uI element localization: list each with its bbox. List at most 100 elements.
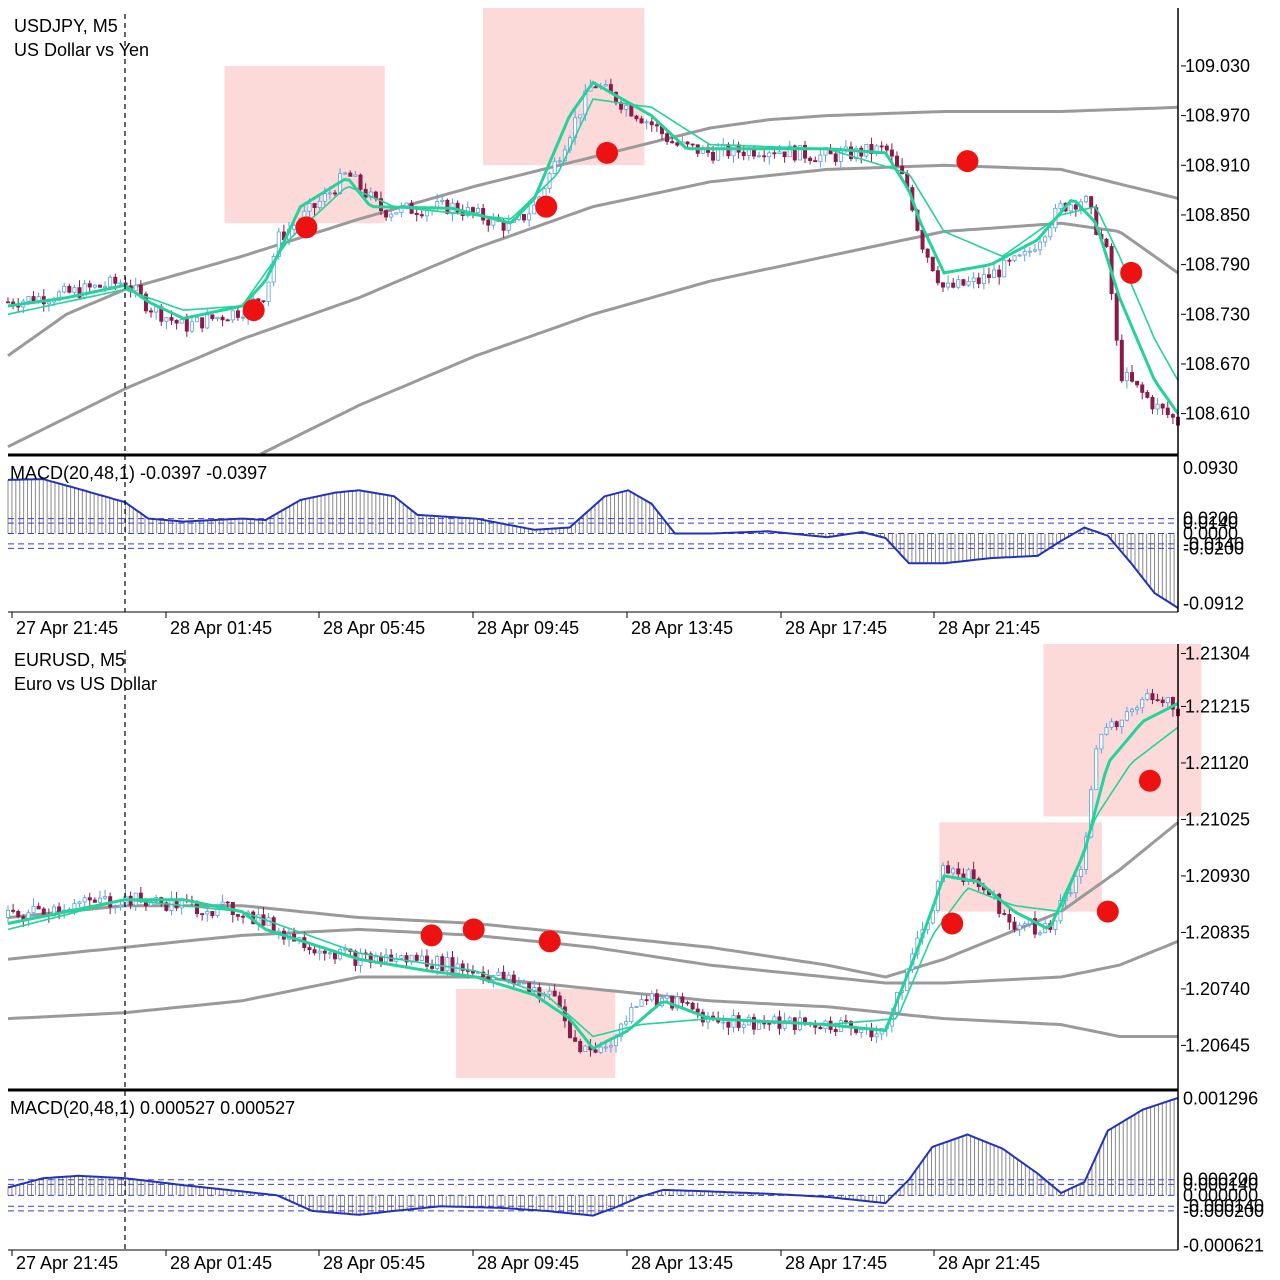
usdjpy-candle-body xyxy=(235,310,240,318)
eurusd-signal-marker xyxy=(941,912,964,935)
eurusd-candle-body xyxy=(1160,699,1165,703)
usdjpy-candle-body xyxy=(777,151,782,155)
usdjpy-candle-body xyxy=(935,270,940,284)
eurusd-candle-body xyxy=(414,954,419,961)
eurusd-time-tick-label: 28 Apr 17:45 xyxy=(785,1253,887,1273)
usdjpy-highlight-zones xyxy=(224,8,645,224)
eurusd-candle-body xyxy=(639,999,644,1007)
usdjpy-price-tick-label: 108.850 xyxy=(1185,205,1250,225)
usdjpy-candle-body xyxy=(67,285,72,293)
usdjpy-candle-body xyxy=(981,274,986,284)
eurusd-candle-body xyxy=(1109,721,1114,728)
eurusd-candle-body xyxy=(1114,721,1119,728)
eurusd-macd-level-tick: 0.000200 xyxy=(1183,1170,1258,1190)
usdjpy-candle-body xyxy=(797,144,802,161)
usdjpy-candle-body xyxy=(1058,202,1063,209)
usdjpy-candle-body xyxy=(164,317,169,322)
usdjpy-signal-marker xyxy=(295,216,318,239)
eurusd-candle-body xyxy=(1145,693,1150,700)
eurusd-candle-body xyxy=(818,1026,823,1030)
usdjpy-macd-panel[interactable]: 0.0930 -0.0912 0.02000.01400.0000-0.0140-0… xyxy=(7,458,1244,613)
usdjpy-candle-body xyxy=(593,86,598,89)
usdjpy-candle-body xyxy=(72,287,77,293)
eurusd-candle-body xyxy=(726,1021,731,1028)
usdjpy-candle-body xyxy=(378,198,383,211)
usdjpy-candle-body xyxy=(629,105,634,117)
eurusd-ema-slow-line xyxy=(7,726,1179,1038)
eurusd-candle-body xyxy=(450,957,455,974)
usdjpy-macd-top-tick: 0.0930 xyxy=(1183,458,1238,478)
usdjpy-candle-body xyxy=(1038,241,1043,251)
usdjpy-candle-body xyxy=(103,286,108,289)
eurusd-candle-body xyxy=(118,904,123,908)
usdjpy-candle-body xyxy=(956,279,961,288)
usdjpy-candle-body xyxy=(726,144,731,157)
usdjpy-candle-body xyxy=(179,319,184,324)
usdjpy-candle-body xyxy=(833,153,838,162)
eurusd-price-tick-label: 1.21120 xyxy=(1185,753,1249,773)
usdjpy-candle-body xyxy=(889,149,894,157)
usdjpy-time-tick-label: 27 Apr 21:45 xyxy=(16,618,118,638)
eurusd-candle-body xyxy=(721,1021,726,1024)
usdjpy-candle-body xyxy=(527,213,532,221)
eurusd-symbol-title: EURUSD, M5 xyxy=(14,650,125,670)
usdjpy-candle-body xyxy=(930,256,935,272)
usdjpy-candle-body xyxy=(317,200,322,208)
eurusd-price-tick-label: 1.20740 xyxy=(1185,979,1250,999)
eurusd-candle-body xyxy=(1094,748,1099,791)
usdjpy-candle-body xyxy=(1140,384,1145,393)
eurusd-candle-body xyxy=(92,899,97,903)
eurusd-macd-panel[interactable]: 0.001296 -0.000621 0.0002000.0001400.00000… xyxy=(7,1088,1264,1256)
usdjpy-signal-markers xyxy=(242,141,1143,322)
eurusd-price-tick-label: 1.20645 xyxy=(1185,1035,1250,1055)
eurusd-price-tick-label: 1.21304 xyxy=(1185,644,1250,664)
eurusd-candle-body xyxy=(312,949,317,954)
usdjpy-candle-body xyxy=(348,172,353,177)
eurusd-macd-level-tick: 0.000140 xyxy=(1183,1174,1258,1194)
eurusd-ema-fast-line xyxy=(7,702,1179,1051)
usdjpy-candle-body xyxy=(879,145,884,148)
eurusd-candle-body xyxy=(568,1020,573,1039)
usdjpy-macd-line xyxy=(7,478,1179,609)
usdjpy-candle-body xyxy=(716,148,721,161)
eurusd-candle-body xyxy=(951,868,956,874)
usdjpy-candle-body xyxy=(210,314,215,320)
usdjpy-candle-body xyxy=(46,301,51,305)
usdjpy-candle-body xyxy=(808,157,813,161)
eurusd-candle-body xyxy=(762,1022,767,1025)
eurusd-candle-body xyxy=(82,897,87,903)
eurusd-candle-body xyxy=(573,1037,578,1042)
usdjpy-candle-body xyxy=(639,118,644,124)
usdjpy-candle-body xyxy=(1043,236,1048,243)
usdjpy-candle-body xyxy=(384,210,389,218)
usdjpy-candle-body xyxy=(440,199,445,202)
eurusd-candle-body xyxy=(731,1015,736,1028)
eurusd-candle-body xyxy=(103,896,108,899)
usdjpy-candle-body xyxy=(307,203,312,212)
eurusd-candle-body xyxy=(1135,707,1140,711)
eurusd-candle-body xyxy=(598,1046,603,1053)
usdjpy-price-panel[interactable]: 109.030 108.970 108.910 108.850 108.790 108.7… xyxy=(6,8,1250,456)
usdjpy-price-tick-label: 108.910 xyxy=(1185,155,1250,175)
usdjpy-candle-body xyxy=(486,219,491,226)
usdjpy-candle-body xyxy=(1022,251,1027,256)
usdjpy-candle-body xyxy=(976,277,981,284)
eurusd-candle-body xyxy=(670,995,675,1009)
eurusd-candle-body xyxy=(859,1029,864,1033)
usdjpy-bands xyxy=(7,105,1179,456)
eurusd-candle-body xyxy=(220,901,225,905)
eurusd-candle-body xyxy=(378,956,383,963)
usdjpy-candle-body xyxy=(757,155,762,158)
usdjpy-candle-body xyxy=(1135,380,1140,386)
eurusd-time-tick-label: 28 Apr 21:45 xyxy=(938,1253,1040,1273)
usdjpy-price-tick-label: 108.970 xyxy=(1185,106,1250,126)
usdjpy-symbol-title: USDJPY, M5 xyxy=(14,16,118,36)
eurusd-price-panel[interactable]: 1.21304 1.21215 1.21120 1.21025 1.20930 1.208… xyxy=(6,644,1250,1079)
usdjpy-time-tick-label: 28 Apr 09:45 xyxy=(477,618,579,638)
usdjpy-signal-marker xyxy=(535,195,558,218)
usdjpy-candle-body xyxy=(1114,293,1119,341)
eurusd-candle-body xyxy=(241,915,246,918)
eurusd-candle-body xyxy=(833,1029,838,1032)
usdjpy-macd-axis: 0.0930 -0.0912 0.02000.01400.0000-0.0140-0… xyxy=(1183,458,1244,613)
usdjpy-candle-body xyxy=(215,316,220,320)
